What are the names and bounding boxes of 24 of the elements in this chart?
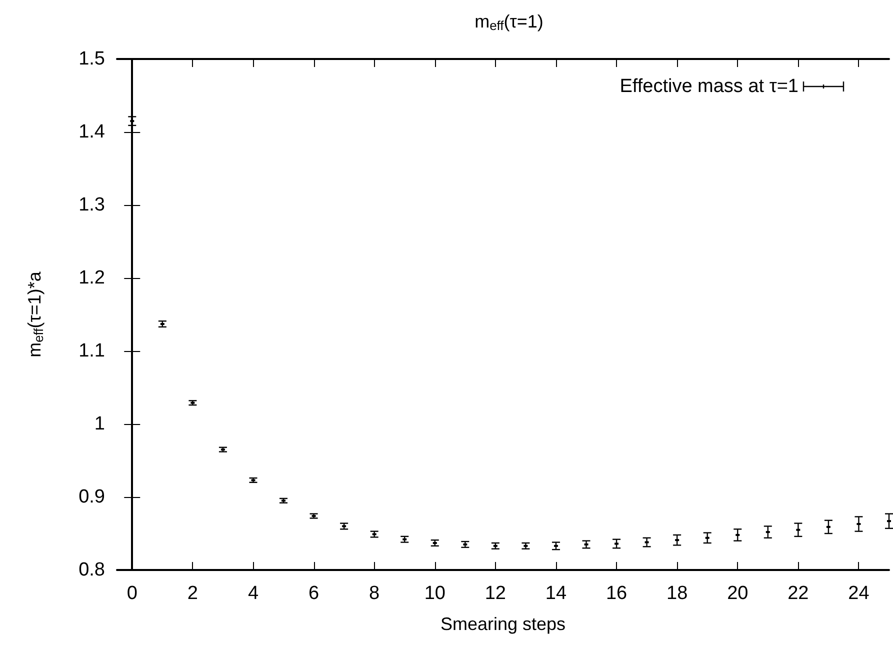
- y-tick-label: 1.2: [78, 268, 105, 288]
- x-tick-label: 14: [545, 583, 567, 604]
- legend-label: Effective mass at τ=1: [620, 76, 798, 97]
- x-tick-label: 10: [424, 583, 446, 604]
- x-tick-label: 0: [126, 583, 138, 604]
- y-tick-label: 0.9: [78, 486, 105, 508]
- x-tick-label: 12: [484, 583, 506, 604]
- x-tick-label: 20: [727, 583, 748, 604]
- y-tick-label: 1.3: [78, 194, 105, 216]
- y-tick-label: 1: [94, 414, 105, 434]
- x-tick-label: 18: [666, 583, 688, 604]
- x-tick-label: 22: [788, 583, 809, 604]
- x-tick-label: 4: [248, 583, 259, 604]
- x-tick-label: 8: [369, 583, 380, 604]
- x-tick-label: 24: [848, 583, 870, 604]
- y-tick-label: 1.5: [78, 48, 105, 70]
- y-tick-label: 1.1: [78, 340, 105, 362]
- x-tick-label: 2: [187, 583, 198, 604]
- y-tick-label: 1.4: [78, 122, 106, 142]
- y-axis-title: meff(τ=1)*a: [24, 270, 46, 358]
- x-axis-title: Smearing steps: [440, 614, 566, 634]
- x-tick-label: 6: [308, 583, 320, 604]
- x-tick-label: 16: [606, 583, 628, 604]
- y-tick-label: 0.8: [78, 560, 105, 580]
